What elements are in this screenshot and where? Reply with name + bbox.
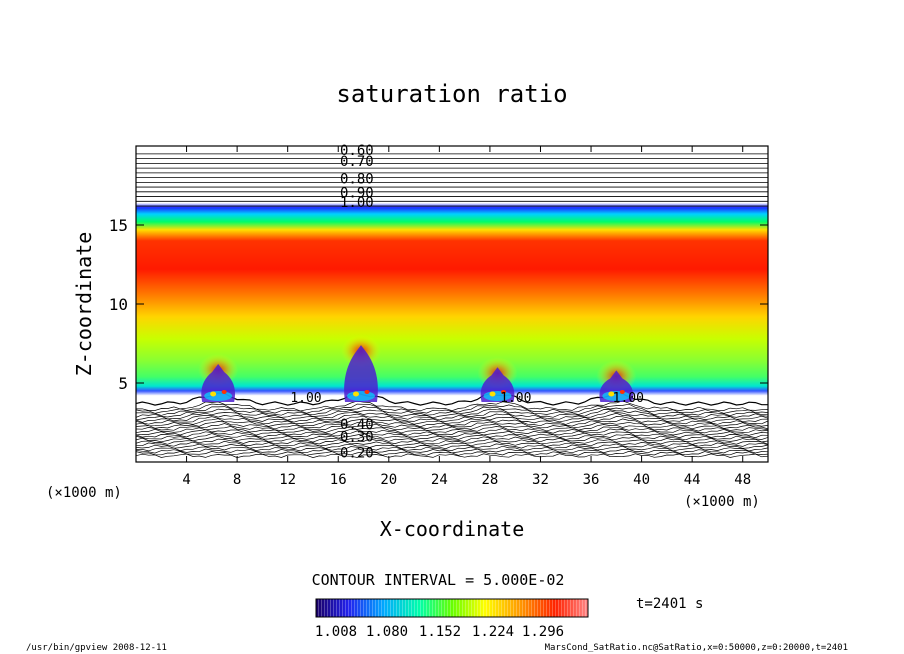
x-axis-label: X-coordinate [380,517,525,541]
upper-contour-lines [136,153,768,207]
contour-line-lower [136,412,768,423]
contour-labels: 0.600.700.800.901.000.400.300.201.00 1.00… [290,143,644,461]
contour-line-lower [136,408,768,419]
x-unit-right: (×1000 m) [684,494,760,510]
colorbar: 1.008 1.080 1.152 1.224 1.296 [315,598,589,640]
x-tick-label: 44 [684,472,701,488]
plume-spot [619,389,625,394]
contour-label-upper: 0.80 [340,171,374,187]
plume-base [346,390,375,401]
x-tick-label: 32 [532,472,549,488]
contour-line-lower [136,400,768,412]
colorbar-tick-label: 1.152 [419,624,461,640]
x-tick-label: 48 [734,472,751,488]
x-tick-label: 28 [481,472,498,488]
y-tick-label: 5 [118,374,128,393]
contour-label-inline: 1.00 [613,391,644,406]
plume-spot [352,391,359,397]
contour-label-lower: 0.40 [340,417,374,433]
contour-line-lower [136,453,768,458]
contour-line-lower [136,428,768,436]
contour-line-lower [136,445,768,452]
surface-contour [136,392,768,406]
x-tick-label: 4 [182,472,190,488]
contour-label-inline: 1.00 [290,391,321,406]
contour-label-upper: 1.00 [340,195,374,211]
x-tick-label: 40 [633,472,650,488]
colorbar-tick-label: 1.008 [315,624,357,640]
contour-line-lower [136,440,768,447]
lower-contour-lines [136,392,768,458]
contour-interval: CONTOUR INTERVAL = 5.000E-02 [312,571,565,589]
plume-spot [608,391,615,397]
contour-line-lower [136,430,768,439]
time-label: t=2401 s [636,596,703,612]
plume-spot [210,391,217,397]
contour-line-lower [136,433,768,441]
y-axis-ticks: 5 10 15 [109,216,768,393]
contour-label-lower: 0.30 [340,429,374,445]
colorbar-frame [315,598,589,618]
plume-spot [489,391,496,397]
colorbar-tick-label: 1.080 [366,624,408,640]
contour-line-lower [136,448,768,454]
contour-label-upper: 0.60 [340,143,374,159]
y-tick-label: 10 [109,295,128,314]
plume-base [204,390,233,401]
colorbar-tick-label: 1.296 [522,624,564,640]
footer-right: MarsCond_SatRatio.nc@SatRatio,x=0:50000,… [545,643,848,653]
contour-line-lower [136,435,768,443]
plume-spot [221,389,227,394]
contour-label-upper: 0.90 [340,186,374,202]
contour-line-lower [136,420,768,430]
contour-line-lower [136,426,768,434]
x-tick-label: 8 [233,472,241,488]
colorbar-tick-label: 1.224 [472,624,514,640]
x-tick-label: 20 [380,472,397,488]
contour-line-lower [136,438,768,445]
y-tick-label: 15 [109,216,128,235]
contour-label-inline: 1.00 [500,391,531,406]
contour-label-lower: 0.20 [340,445,374,461]
contour-line-lower [136,410,768,421]
y-axis-label: Z-coordinate [72,232,96,377]
x-axis-ticks: 4 8 12 16 20 24 28 32 36 40 44 48 [182,146,751,488]
saturation-field [136,146,768,462]
contour-line-lower [136,418,768,428]
x-unit-left: (×1000 m) [46,485,122,501]
field-gradient [136,146,768,462]
x-tick-label: 12 [279,472,296,488]
cloud-plumes [198,335,637,402]
x-tick-label: 36 [583,472,600,488]
footer-left: /usr/bin/gpview 2008-12-11 [26,643,167,653]
contour-line-lower [136,443,768,450]
contour-label-upper: 0.70 [340,154,374,170]
plume-spot [364,389,370,394]
plume-spot [501,389,507,394]
contour-line-lower [136,423,768,432]
colorbar-ticks: 1.008 1.080 1.152 1.224 1.296 [315,624,564,640]
chart-title: saturation ratio [336,80,567,108]
contour-line-lower [136,403,768,414]
plume-core [344,345,378,402]
x-tick-label: 16 [330,472,347,488]
colorbar-segments [316,599,588,617]
contour-line-lower [136,415,768,425]
x-tick-label: 24 [431,472,448,488]
